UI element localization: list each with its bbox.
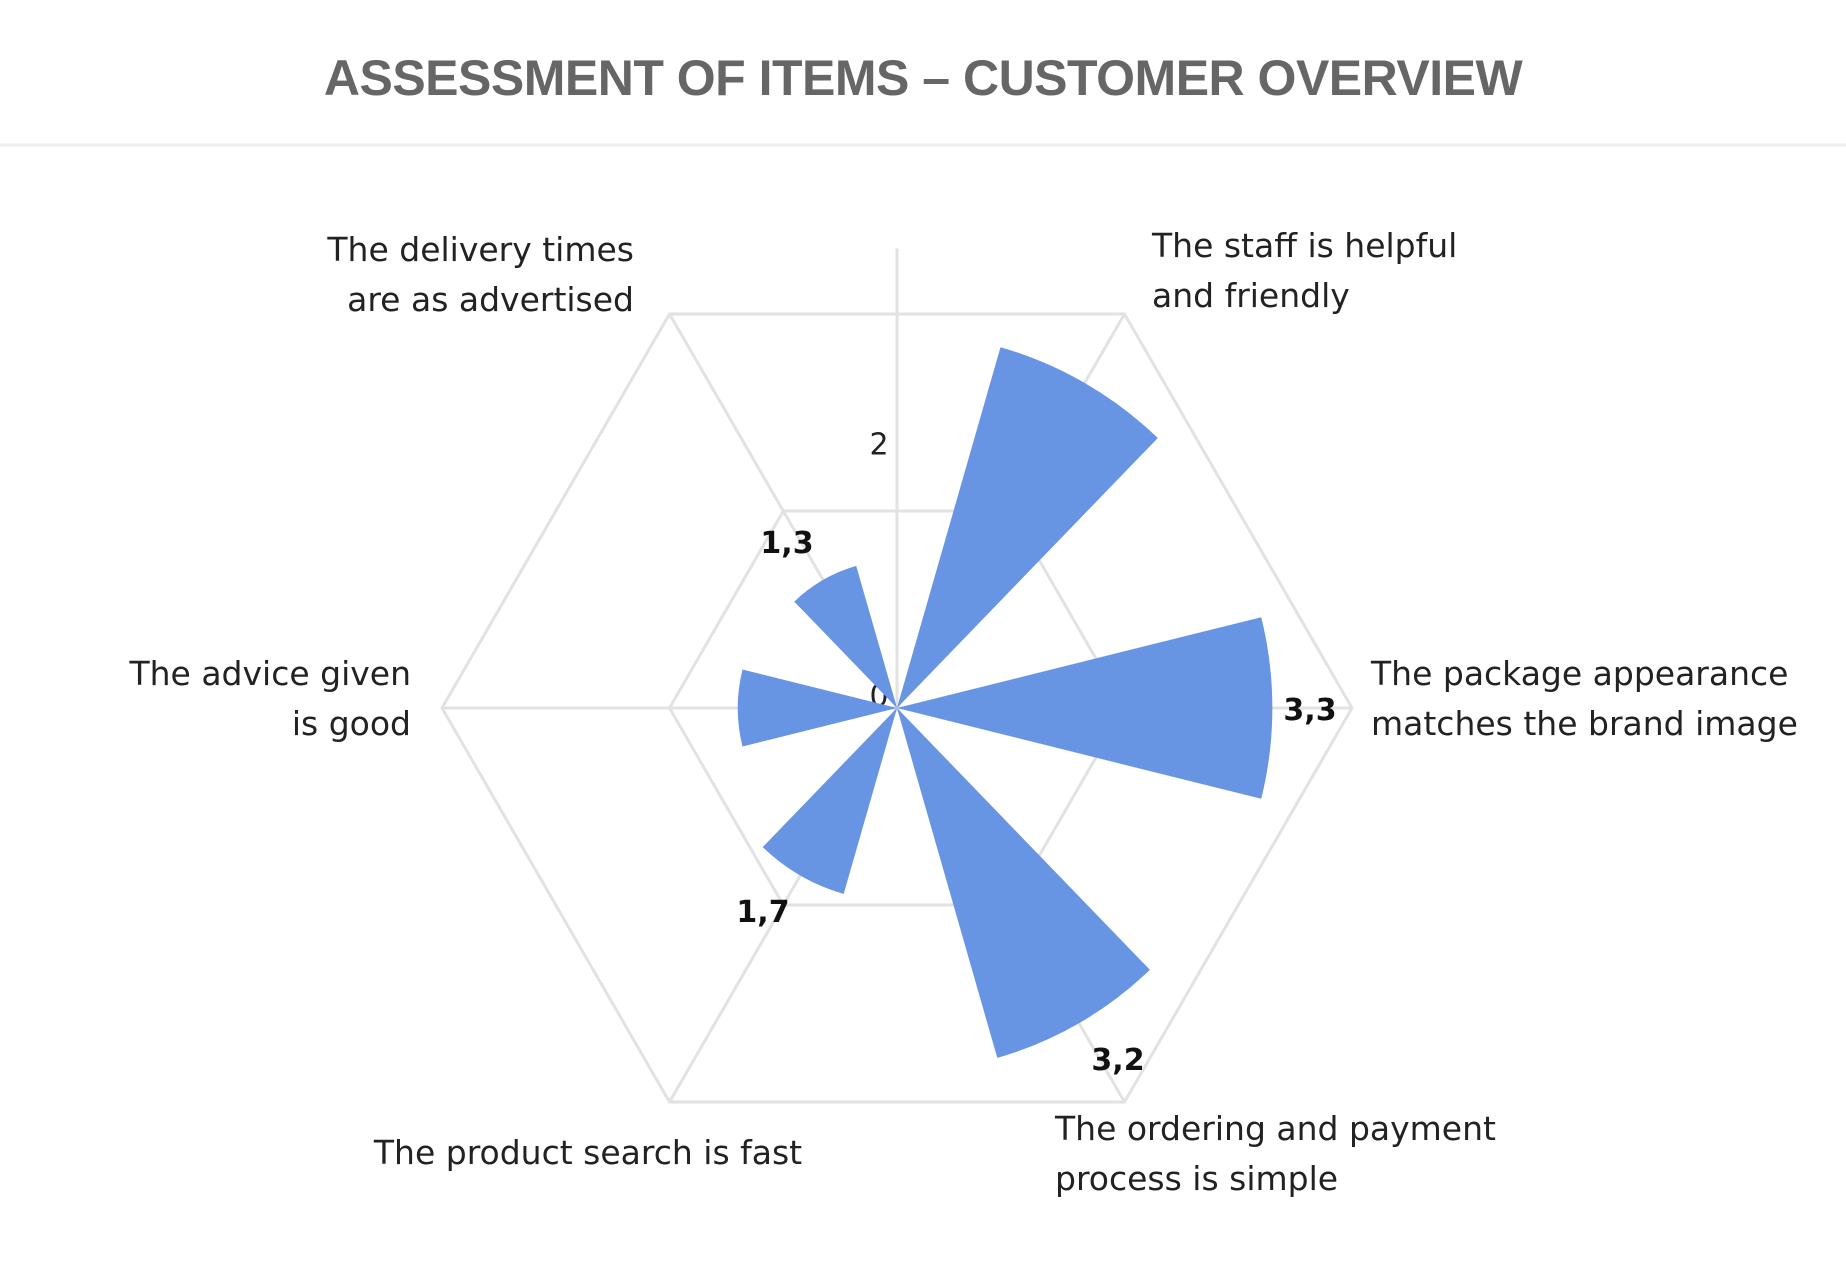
value-label-4: 1,7 <box>736 895 789 930</box>
bar-wedge-2 <box>897 617 1273 799</box>
chart-title: ASSESSMENT OF ITEMS – CUSTOMER OVERVIEW <box>324 50 1524 106</box>
bar-wedge-5 <box>737 669 897 747</box>
radial-tick-2: 2 <box>869 428 888 463</box>
bar-wedge-6 <box>794 565 897 708</box>
category-label-3: The ordering and payment process is simpl… <box>1054 1109 1496 1198</box>
category-label-1: The staff is helpful and friendly <box>1151 226 1457 315</box>
chart-labels: The staff is helpful and friendly The pack… <box>128 226 1797 1198</box>
bar-wedge-4 <box>762 708 897 894</box>
value-label-2: 3,3 <box>1283 693 1336 728</box>
value-label-3: 3,2 <box>1091 1043 1144 1078</box>
bar-wedge-1 <box>897 347 1158 708</box>
chart-bars <box>737 347 1273 1058</box>
category-label-4: The product search is fast <box>373 1133 802 1172</box>
category-label-5: The advice given is good <box>128 654 411 743</box>
bar-wedge-3 <box>897 708 1150 1058</box>
category-label-6: The delivery times are as advertised <box>326 230 634 319</box>
value-label-6: 1,3 <box>760 526 813 561</box>
category-label-2: The package appearance matches the brand … <box>1370 654 1798 743</box>
